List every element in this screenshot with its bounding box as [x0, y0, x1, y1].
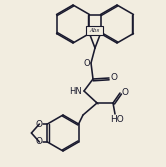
Text: HO: HO [110, 115, 124, 124]
FancyBboxPatch shape [86, 26, 103, 35]
Text: O: O [36, 137, 43, 146]
Text: HN: HN [70, 87, 82, 96]
Text: Abs: Abs [90, 28, 100, 33]
Text: O: O [111, 72, 118, 81]
Text: O: O [122, 88, 128, 97]
Text: O: O [36, 120, 43, 128]
Text: O: O [84, 58, 90, 67]
